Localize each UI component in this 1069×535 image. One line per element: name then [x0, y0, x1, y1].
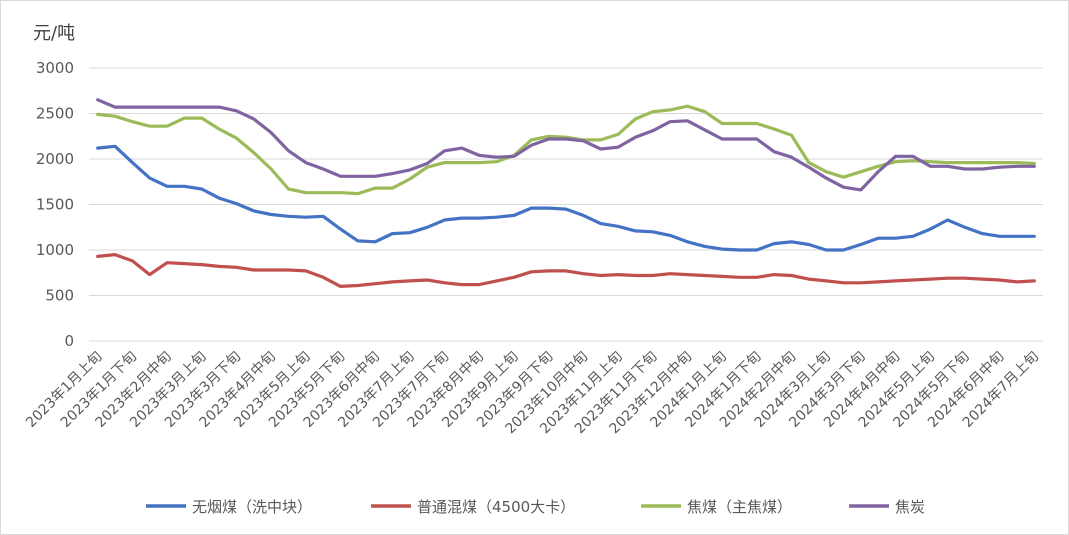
gridlines	[89, 67, 1043, 342]
y-tick-label: 3000	[36, 59, 74, 77]
series-line-2	[96, 253, 1036, 288]
legend-label: 焦煤（主焦煤）	[687, 498, 792, 516]
y-axis-ticks: 0 500 1000 1500 2000 2500 3000	[36, 59, 74, 350]
legend-label: 焦炭	[895, 498, 925, 516]
y-tick-label: 1000	[36, 241, 74, 259]
legend: 无烟煤（洗中块） 普通混煤（4500大卡） 焦煤（主焦煤） 焦炭	[146, 498, 925, 516]
series-lines	[96, 98, 1036, 288]
series-line-1	[96, 144, 1036, 252]
y-tick-label: 500	[45, 287, 74, 305]
y-tick-label: 0	[64, 332, 74, 350]
y-tick-label: 1500	[36, 196, 74, 214]
series-line-3	[96, 104, 1036, 196]
y-axis-unit-label: 元/吨	[33, 23, 75, 44]
legend-label: 无烟煤（洗中块）	[192, 498, 312, 516]
legend-label: 普通混煤（4500大卡）	[417, 498, 575, 516]
x-axis-ticks: 2023年1月上旬2023年1月下旬2023年2月中旬2023年3月上旬2023…	[23, 349, 1042, 438]
y-tick-label: 2500	[36, 105, 74, 123]
series-line-4	[96, 98, 1036, 192]
y-tick-label: 2000	[36, 150, 74, 168]
